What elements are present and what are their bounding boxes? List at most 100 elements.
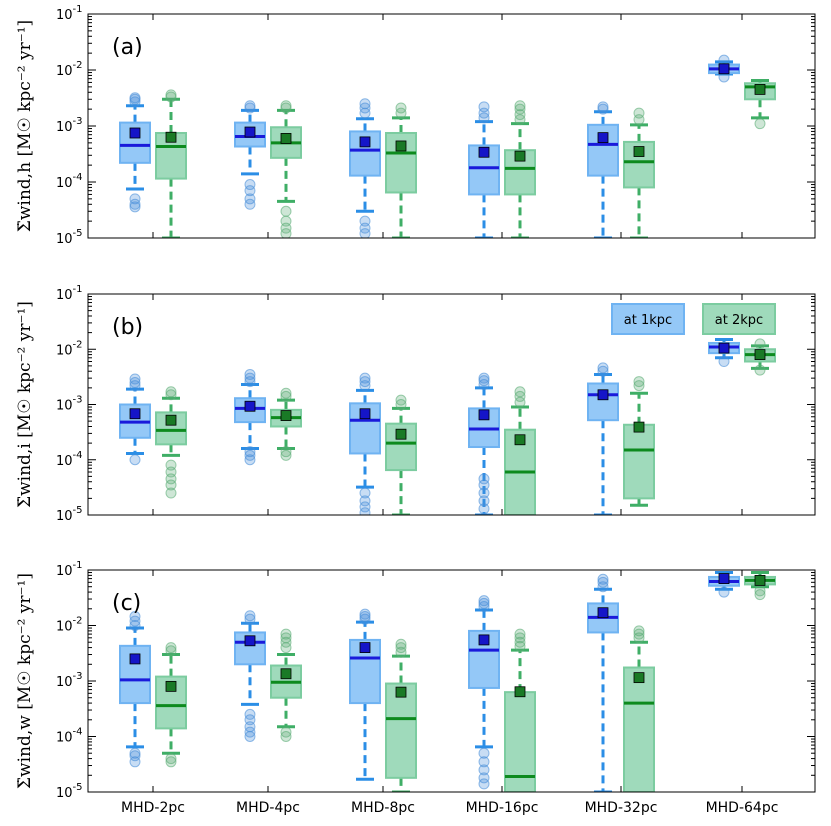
- mean-marker: [244, 635, 256, 647]
- legend-swatch: [611, 303, 685, 335]
- legend: at 1kpc at 2kpc: [611, 303, 776, 335]
- flier-point: [395, 642, 407, 654]
- panel-plot-area: [119, 571, 776, 792]
- box-MHD-32pc-1kpc: [587, 573, 619, 792]
- box-iqr: [623, 666, 655, 792]
- box-MHD-32pc-2kpc: [623, 625, 655, 792]
- y-tick-label: 10-3: [56, 395, 83, 414]
- box-MHD-2pc-1kpc: [119, 373, 151, 466]
- box-MHD-64pc-1kpc: [708, 54, 740, 83]
- mean-marker: [129, 127, 141, 139]
- mean-marker: [165, 680, 177, 692]
- flier-point: [478, 495, 490, 507]
- flier-point: [244, 449, 256, 461]
- flier-point: [359, 376, 371, 388]
- flier-point: [359, 228, 371, 238]
- mean-marker: [718, 342, 730, 354]
- flier-point: [165, 479, 177, 491]
- axes-frame: [87, 13, 816, 239]
- flier-point: [280, 726, 292, 738]
- flier-point: [280, 205, 292, 217]
- y-axis-label: Σ̇wind,h [M☉ kpc⁻² yr⁻¹]: [15, 20, 35, 232]
- legend-label: at 1kpc: [624, 313, 672, 328]
- box-MHD-8pc-1kpc: [349, 608, 381, 781]
- flier-point: [478, 503, 490, 515]
- panel-1: 10-5 10-4 10-3 10-2 10-1 (a) Σ̇wind,h [M☉ kpc⁻…: [15, 4, 816, 247]
- flier-point: [478, 778, 490, 790]
- mean-marker: [395, 428, 407, 440]
- flier-point: [633, 376, 645, 388]
- box-MHD-2pc-1kpc: [119, 611, 151, 768]
- flier-point: [129, 756, 141, 768]
- flier-point: [395, 102, 407, 114]
- flier-point: [478, 772, 490, 784]
- box-MHD-2pc-1kpc: [119, 92, 151, 213]
- y-tick-label: 10-1: [56, 560, 83, 579]
- mean-marker: [359, 136, 371, 148]
- mean-marker: [129, 408, 141, 420]
- mean-marker: [754, 349, 766, 361]
- mean-marker: [395, 140, 407, 152]
- flier-point: [129, 377, 141, 389]
- flier-point: [244, 368, 256, 380]
- flier-point: [280, 390, 292, 402]
- y-tick-label: 10-4: [56, 727, 83, 746]
- flier-point: [359, 372, 371, 384]
- flier-point: [244, 198, 256, 210]
- box-MHD-2pc-2kpc: [155, 89, 187, 238]
- panel-plot-area: [119, 54, 776, 238]
- box-MHD-2pc-2kpc: [155, 386, 187, 499]
- flier-point: [129, 454, 141, 466]
- mean-marker: [718, 573, 730, 584]
- x-tick-label: MHD-32pc: [585, 800, 658, 816]
- mean-marker: [129, 653, 141, 665]
- box-MHD-32pc-1kpc: [587, 362, 619, 515]
- mean-marker: [244, 400, 256, 412]
- box-iqr: [587, 382, 619, 422]
- box-iqr: [623, 423, 655, 500]
- x-tick-label: MHD-64pc: [706, 800, 779, 816]
- flier-point: [165, 642, 177, 654]
- flier-point: [597, 581, 609, 593]
- mean-marker: [514, 686, 526, 698]
- y-tick-label: 10-2: [56, 60, 83, 79]
- box-MHD-16pc-1kpc: [468, 595, 500, 790]
- mean-marker: [514, 434, 526, 446]
- flier-point: [129, 747, 141, 759]
- flier-point: [359, 380, 371, 392]
- flier-point: [754, 585, 766, 597]
- flier-point: [280, 446, 292, 458]
- box-MHD-8pc-2kpc: [385, 638, 417, 792]
- flier-point: [129, 198, 141, 210]
- flier-point: [359, 102, 371, 114]
- box-MHD-4pc-2kpc: [270, 387, 302, 461]
- box-MHD-8pc-1kpc: [349, 372, 381, 515]
- box-MHD-2pc-2kpc: [155, 642, 187, 768]
- flier-point: [280, 628, 292, 640]
- y-tick-label: 10-5: [56, 782, 83, 801]
- box-MHD-32pc-2kpc: [623, 376, 655, 507]
- flier-point: [244, 185, 256, 197]
- flier-point: [633, 625, 645, 637]
- flier-point: [478, 375, 490, 387]
- y-tick-label: 10-2: [56, 339, 83, 358]
- flier-point: [165, 473, 177, 485]
- box-MHD-32pc-2kpc: [623, 107, 655, 238]
- panel-3: 10-5 10-4 10-3 10-2 10-1 (c) Σ̇wind,w [M☉ kpc⁻…: [15, 560, 816, 801]
- y-tick-label: 10-4: [56, 172, 83, 191]
- flier-point: [165, 753, 177, 765]
- flier-point: [597, 362, 609, 374]
- flier-point: [359, 608, 371, 620]
- mean-marker: [478, 146, 490, 158]
- mean-marker: [754, 84, 766, 95]
- y-axis-label: Σ̇wind,i [M☉ kpc⁻² yr⁻¹]: [15, 301, 35, 508]
- y-tick-label: 10-1: [56, 4, 83, 23]
- flier-point: [514, 103, 526, 115]
- box-MHD-4pc-2kpc: [270, 628, 302, 742]
- box-MHD-64pc-2kpc: [744, 571, 776, 601]
- flier-point: [244, 179, 256, 191]
- flier-point: [359, 495, 371, 507]
- box-MHD-4pc-1kpc: [234, 100, 266, 210]
- flier-point: [280, 449, 292, 461]
- y-tick-label: 10-3: [56, 671, 83, 690]
